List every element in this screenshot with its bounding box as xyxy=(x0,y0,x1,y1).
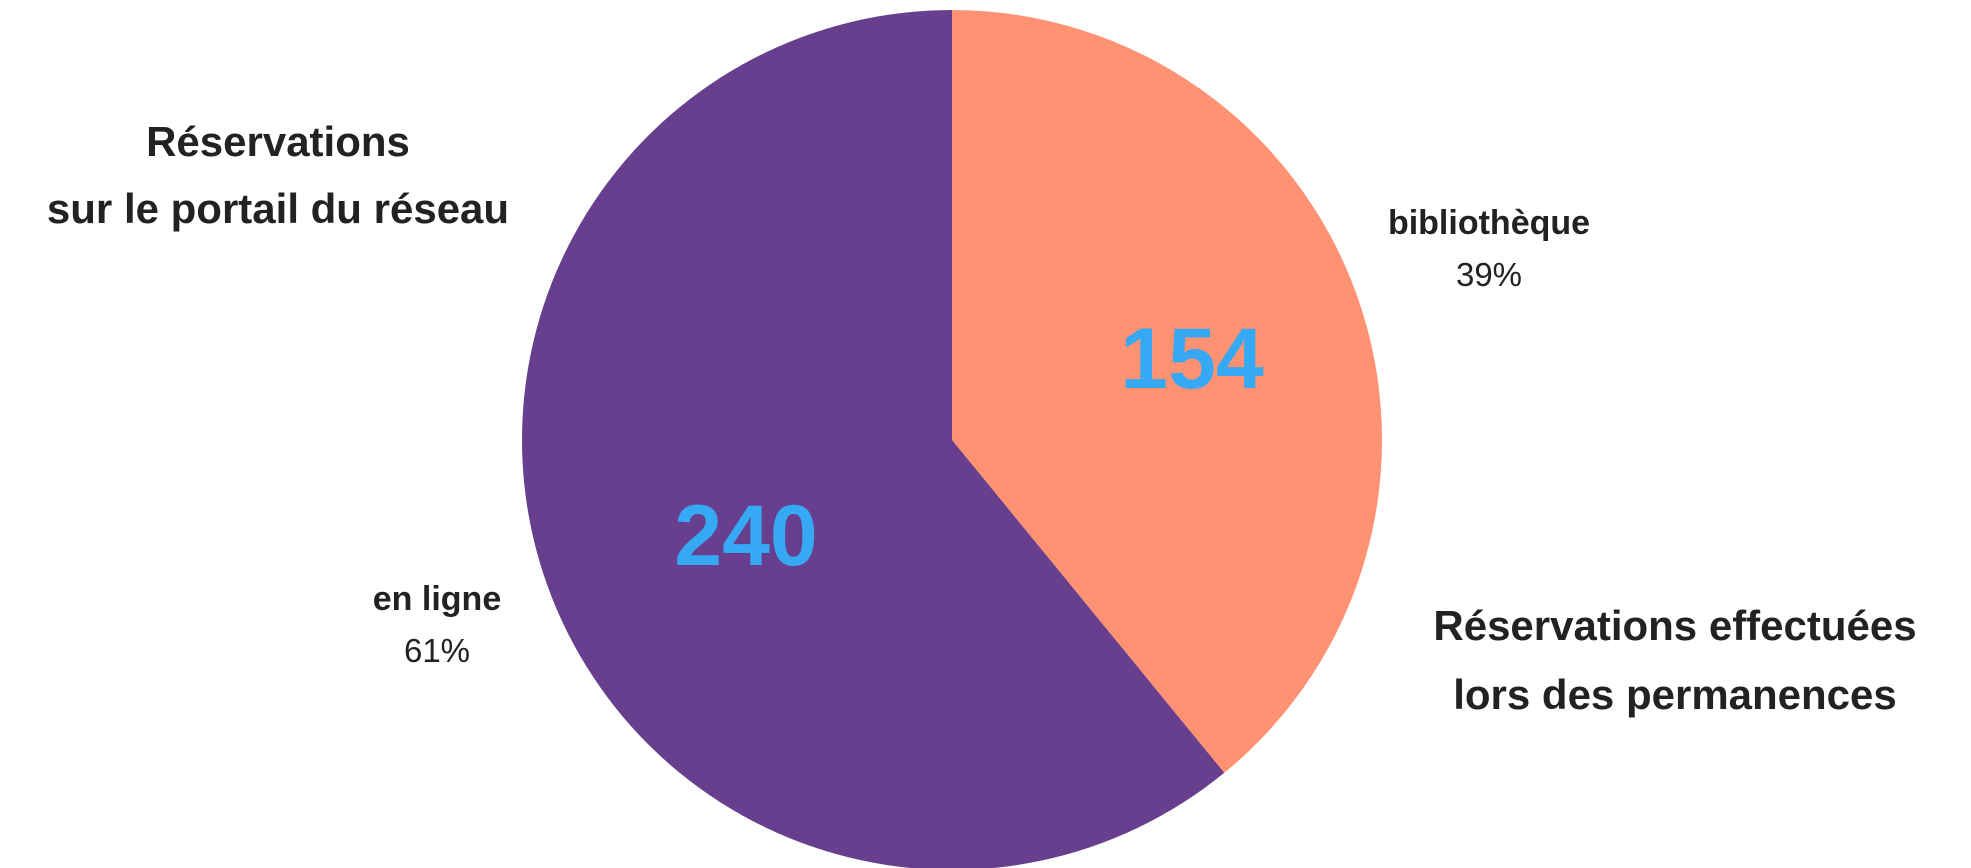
annotation-bibliotheque-line-1: Réservations effectuées xyxy=(1433,602,1916,649)
slice-value-bibliotheque: 154 xyxy=(1120,311,1264,407)
annotation-bibliotheque-line-2: lors des permanences xyxy=(1453,671,1897,718)
slice-percent-en-ligne: 61% xyxy=(404,632,470,669)
pie-slices xyxy=(522,10,1382,868)
slice-percent-bibliotheque: 39% xyxy=(1456,256,1522,293)
slice-value-en-ligne: 240 xyxy=(674,488,818,584)
slice-label-en-ligne: en ligne xyxy=(373,580,501,618)
annotation-en-ligne-line-2: sur le portail du réseau xyxy=(47,185,509,232)
slice-label-bibliotheque: bibliothèque xyxy=(1388,204,1590,242)
annotation-en-ligne-line-1: Réservations xyxy=(146,118,410,165)
pie-slice-bibliotheque xyxy=(952,10,1382,773)
pie-slice-en-ligne xyxy=(522,10,1225,868)
